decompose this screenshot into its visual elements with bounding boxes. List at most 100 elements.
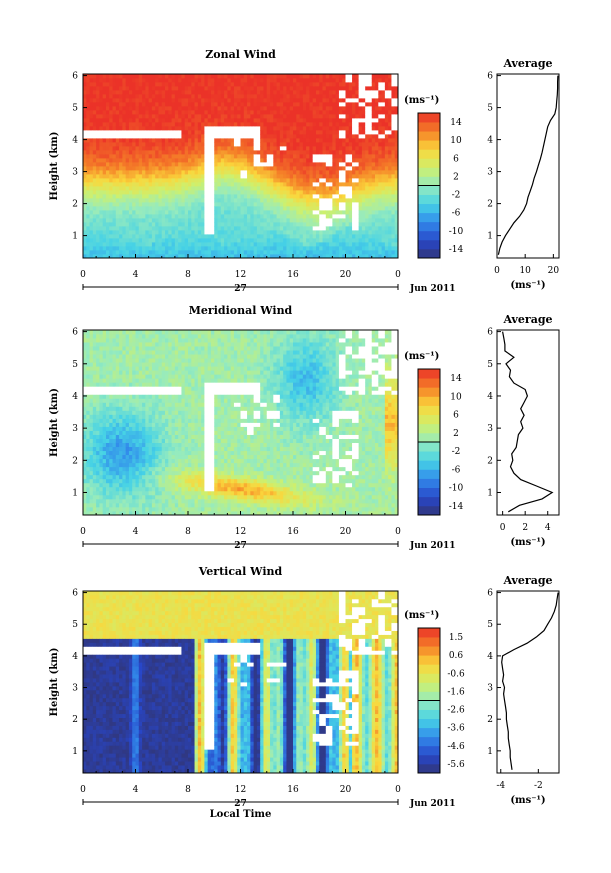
heatmap-cell [358,174,363,179]
heatmap-cell [329,250,333,255]
heatmap-cell [99,90,104,95]
heatmap-cell [243,102,248,107]
heatmap-cell [135,158,140,163]
heatmap-cell [115,186,120,191]
heatmap-cell [128,234,133,239]
heatmap-cell [250,106,255,111]
heatmap-cell [224,234,228,239]
heatmap-cell [293,234,297,239]
heatmap-cell [207,238,212,243]
heatmap-cell [99,422,104,427]
heatmap-cell [338,190,343,195]
heatmap-cell [279,102,284,107]
heatmap-cell [165,202,169,207]
heatmap-cell [178,86,182,91]
heatmap-cell [194,114,199,119]
heatmap-cell [329,142,333,147]
heatmap-cell [92,358,97,363]
profile-x-tick-label: 0 [494,266,500,276]
heatmap-cell [197,226,202,231]
heatmap-cell [119,122,123,127]
heatmap-cell [135,206,140,211]
heatmap-cell [276,134,281,139]
heatmap-cell [86,82,90,87]
heatmap-cell [381,254,386,259]
heatmap-cell [378,122,382,127]
heatmap-cell [266,114,271,119]
heatmap-cell [122,122,127,127]
heatmap-cell [210,138,215,143]
heatmap-cell [194,222,199,227]
heatmap-cell [227,214,232,219]
heatmap-cell [270,142,274,147]
heatmap-cell [273,146,277,151]
heatmap-cell [296,74,300,79]
heatmap-cell [181,230,186,235]
heatmap-cell [83,374,87,379]
heatmap-cell [358,130,363,135]
heatmap-cell [109,482,113,488]
heatmap-cell [207,210,212,215]
heatmap-cell [378,218,382,223]
heatmap-cell [86,510,90,516]
heatmap-cell [142,86,146,91]
heatmap-cell [338,142,343,147]
heatmap-cell [312,86,317,91]
heatmap-cell [178,118,182,123]
heatmap-cell [214,206,218,211]
heatmap-cell [184,142,189,147]
heatmap-cell [315,114,320,119]
heatmap-cell [109,490,113,496]
heatmap-cell [119,226,123,231]
heatmap-cell [279,202,284,207]
heatmap-cell [112,142,117,147]
heatmap-cell [102,366,107,371]
heatmap-cell [253,138,258,143]
heatmap-cell [325,146,330,151]
heatmap-cell [243,210,248,215]
heatmap-cell [391,198,396,203]
heatmap-cell [289,114,294,119]
heatmap-cell [279,78,284,83]
heatmap-cell [253,154,258,159]
heatmap-cell [388,230,392,235]
heatmap-cell [312,110,317,115]
heatmap-cell [201,234,205,239]
heatmap-cell [168,86,172,91]
heatmap-cell [220,234,225,239]
heatmap-cell [391,106,396,111]
heatmap-cell [283,234,287,239]
heatmap-cell [250,134,255,139]
heatmap-cell [168,118,172,123]
heatmap-cell [338,202,343,207]
heatmap-cell [109,94,113,99]
heatmap-cell [99,470,104,476]
heatmap-cell [184,122,189,127]
heatmap-cell [128,78,133,83]
heatmap-cell [142,138,146,143]
heatmap-cell [230,194,235,199]
heatmap-cell [99,150,104,155]
heatmap-cell [309,158,314,163]
heatmap-cell [135,138,140,143]
heatmap-cell [312,102,317,107]
heatmap-cell [325,90,330,95]
heatmap-cell [325,226,330,231]
heatmap-cell [329,218,333,223]
heatmap-cell [299,166,304,171]
heatmap-cell [388,202,392,207]
heatmap-cell [89,122,94,127]
heatmap-cell [220,90,225,95]
heatmap-cell [171,142,176,147]
heatmap-cell [204,230,209,235]
heatmap-cell [128,254,133,259]
heatmap-cell [237,182,241,187]
heatmap-cell [338,90,343,95]
heatmap-cell [361,118,366,123]
heatmap-cell [306,182,310,187]
heatmap-cell [345,198,350,203]
heatmap-cell [250,182,255,187]
heatmap-cell [302,126,307,131]
heatmap-cell [109,506,113,512]
heatmap-cell [352,170,356,175]
